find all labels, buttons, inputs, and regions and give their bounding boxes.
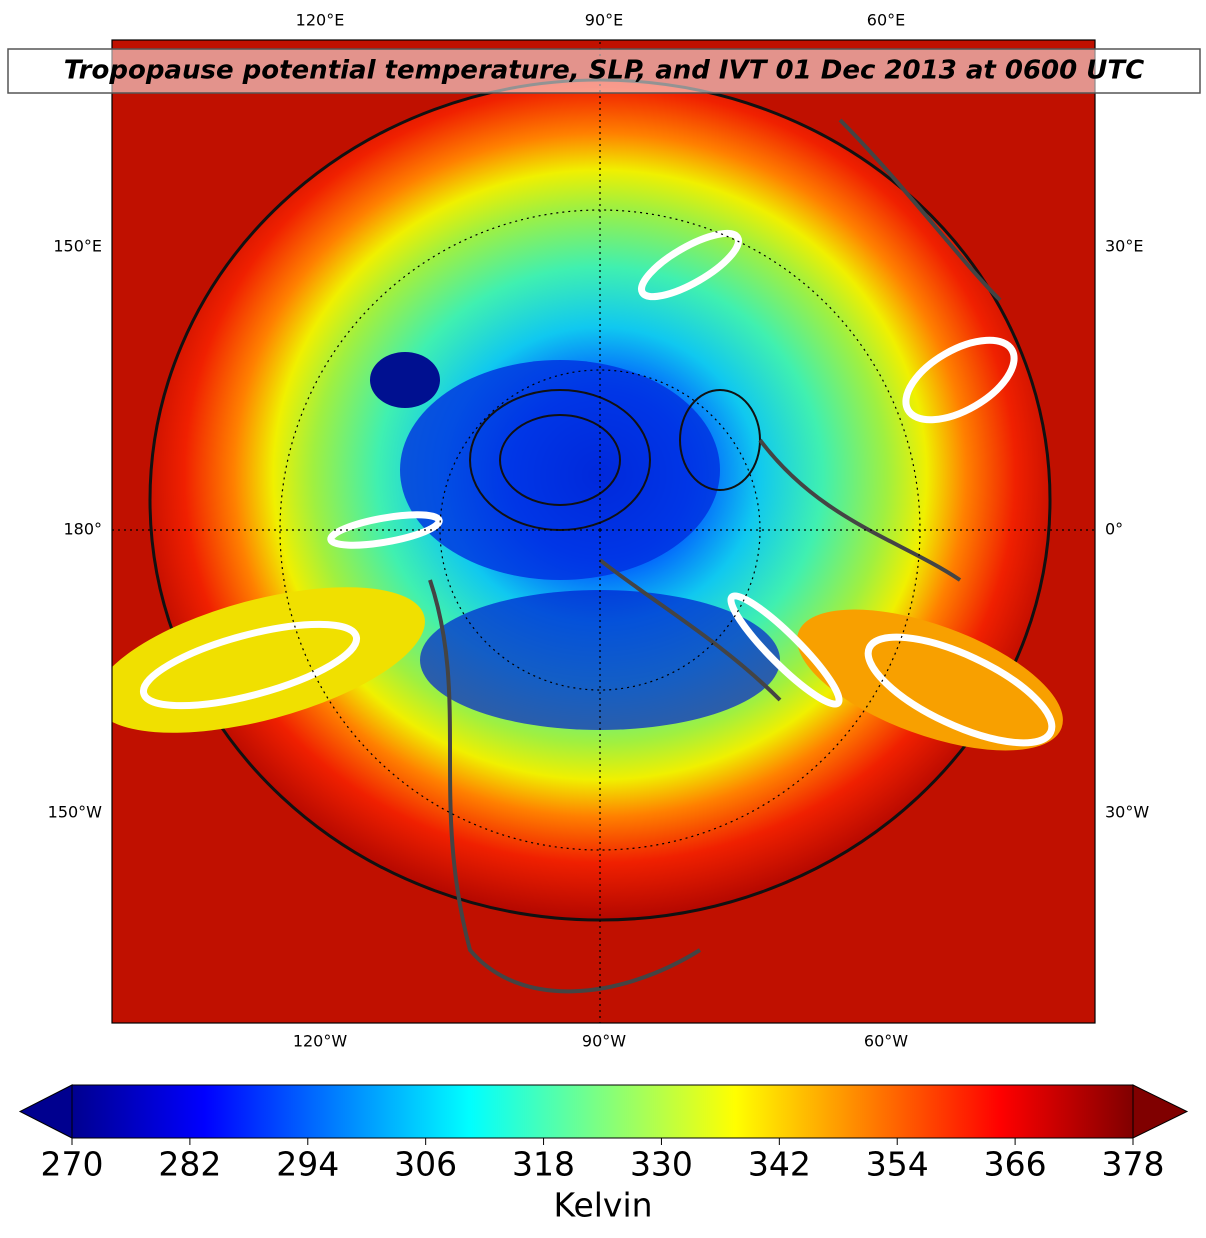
lon-label: 60°W bbox=[864, 1032, 908, 1051]
lon-label: 0° bbox=[1105, 520, 1123, 539]
map bbox=[112, 40, 1095, 1023]
lon-label: 150°W bbox=[48, 803, 103, 822]
colorbar-tick-label: 270 bbox=[41, 1145, 104, 1184]
colorbar-tick-label: 330 bbox=[630, 1145, 693, 1184]
lon-label: 90°W bbox=[582, 1032, 626, 1051]
colorbar-frame bbox=[71, 1084, 1134, 1139]
lon-label: 120°W bbox=[293, 1032, 348, 1051]
colorbar-tick-label: 294 bbox=[276, 1145, 339, 1184]
lon-label: 90°E bbox=[585, 11, 623, 30]
colorbar-tick-label: 282 bbox=[158, 1145, 221, 1184]
colorbar-extend-high bbox=[1132, 1084, 1189, 1139]
colorbar bbox=[72, 1085, 1133, 1138]
lon-label: 180° bbox=[63, 520, 102, 539]
title: Tropopause potential temperature, SLP, a… bbox=[64, 56, 1144, 86]
map-frame bbox=[111, 39, 1096, 1024]
colorbar-extend-low bbox=[18, 1084, 73, 1139]
title-box bbox=[7, 48, 1201, 94]
colorbar-tick-label: 342 bbox=[748, 1145, 811, 1184]
lon-label: 30°W bbox=[1105, 803, 1149, 822]
colorbar-label: Kelvin bbox=[553, 1186, 652, 1225]
lon-label: 150°E bbox=[53, 237, 102, 256]
colorbar-tick-label: 378 bbox=[1102, 1145, 1165, 1184]
colorbar-tick-label: 354 bbox=[866, 1145, 929, 1184]
colorbar-tick-label: 366 bbox=[984, 1145, 1047, 1184]
lon-label: 60°E bbox=[867, 11, 905, 30]
lon-label: 120°E bbox=[296, 11, 345, 30]
colorbar-tick-label: 318 bbox=[512, 1145, 575, 1184]
colorbar-tick-label: 306 bbox=[394, 1145, 457, 1184]
lon-label: 30°E bbox=[1105, 237, 1143, 256]
